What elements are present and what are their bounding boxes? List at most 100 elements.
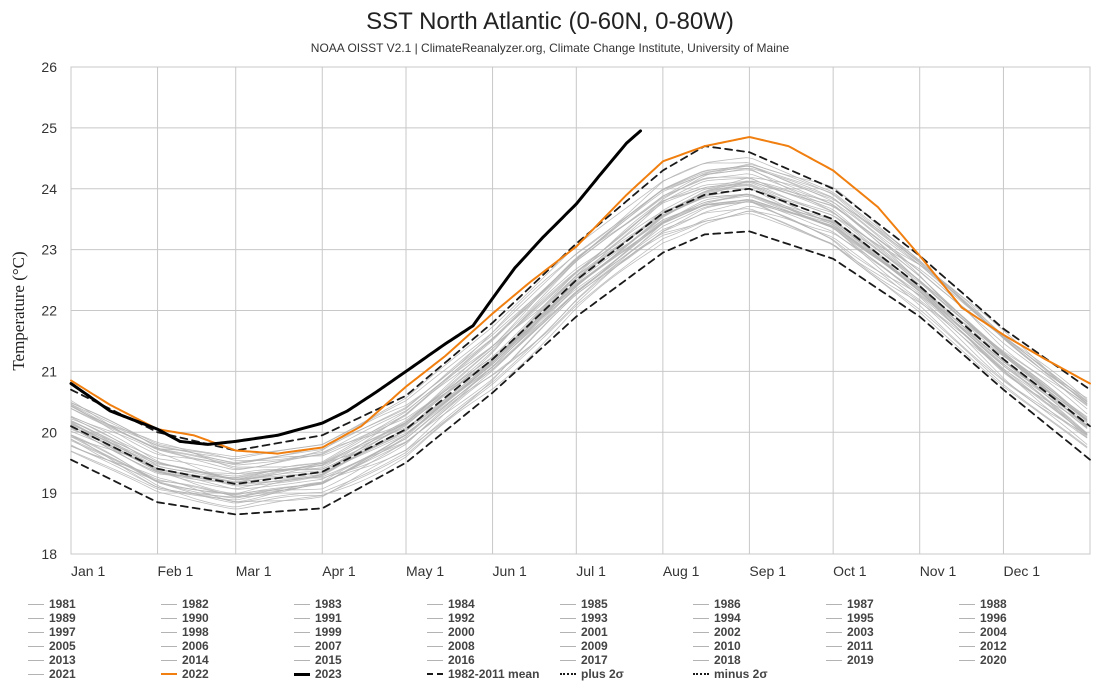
legend-item-2003: 2003 bbox=[826, 625, 874, 639]
legend-item-1984: 1984 bbox=[427, 597, 475, 611]
y-tick-label: 25 bbox=[41, 120, 57, 136]
legend-swatch bbox=[427, 631, 443, 633]
legend-label: 2018 bbox=[714, 653, 741, 667]
legend-item-2016: 2016 bbox=[427, 653, 475, 667]
legend-label: 2014 bbox=[182, 653, 209, 667]
year-line-2010 bbox=[70, 169, 1088, 480]
legend-swatch bbox=[693, 617, 709, 619]
legend-label: 2012 bbox=[980, 639, 1007, 653]
y-tick-label: 21 bbox=[41, 363, 57, 379]
legend-item-1989: 1989 bbox=[28, 611, 76, 625]
legend-swatch bbox=[161, 617, 177, 619]
legend-label: 1981 bbox=[49, 597, 76, 611]
legend-item-minus-2-: minus 2σ bbox=[693, 667, 768, 681]
year-line-2004 bbox=[70, 185, 1088, 483]
legend-label: 2002 bbox=[714, 625, 741, 639]
legend-item-1988: 1988 bbox=[959, 597, 1007, 611]
year-line-2018 bbox=[70, 164, 1088, 471]
legend-swatch bbox=[161, 603, 177, 605]
legend-swatch bbox=[560, 659, 576, 661]
series-line-2022 bbox=[70, 135, 1091, 455]
legend-swatch bbox=[560, 645, 576, 647]
legend-label: 2006 bbox=[182, 639, 209, 653]
axes: 18 19 20 21 22 23 24 25 26 Jan 1 Feb 1 Mar 1 Apr 1 Ma… bbox=[41, 59, 1040, 579]
series-line-minus-2- bbox=[70, 230, 1091, 516]
legend-swatch bbox=[693, 673, 709, 675]
legend-item-2008: 2008 bbox=[427, 639, 475, 653]
x-tick-label: Nov 1 bbox=[920, 563, 957, 579]
legend-swatch bbox=[427, 617, 443, 619]
year-line-2020 bbox=[70, 167, 1088, 464]
legend-item-2019: 2019 bbox=[826, 653, 874, 667]
legend-item-1987: 1987 bbox=[826, 597, 874, 611]
legend-swatch bbox=[693, 631, 709, 633]
legend-label: 1991 bbox=[315, 611, 342, 625]
year-line-2001 bbox=[70, 187, 1088, 475]
legend-label: 1999 bbox=[315, 625, 342, 639]
legend-swatch bbox=[959, 631, 975, 633]
x-tick-label: Mar 1 bbox=[236, 563, 272, 579]
year-line-1993 bbox=[70, 205, 1088, 494]
legend-swatch bbox=[693, 645, 709, 647]
legend-item-1982-2011-mean: 1982-2011 mean bbox=[427, 667, 539, 681]
legend-item-2014: 2014 bbox=[161, 653, 209, 667]
x-tick-label: Jan 1 bbox=[71, 563, 105, 579]
legend-swatch bbox=[560, 617, 576, 619]
legend-label: 2019 bbox=[847, 653, 874, 667]
legend-swatch bbox=[294, 659, 310, 661]
legend-item-2022: 2022 bbox=[161, 667, 209, 681]
legend-item-2005: 2005 bbox=[28, 639, 76, 653]
legend-item-1993: 1993 bbox=[560, 611, 608, 625]
legend-swatch bbox=[28, 631, 44, 633]
legend-label: minus 2σ bbox=[714, 667, 768, 681]
y-tick-label: 20 bbox=[41, 424, 57, 440]
x-tick-label: Sep 1 bbox=[749, 563, 786, 579]
legend-label: 1987 bbox=[847, 597, 874, 611]
legend-item-plus-2-: plus 2σ bbox=[560, 667, 624, 681]
legend-label: 1984 bbox=[448, 597, 475, 611]
legend-label: 2015 bbox=[315, 653, 342, 667]
legend-item-2011: 2011 bbox=[826, 639, 873, 653]
legend-swatch bbox=[294, 617, 310, 619]
legend-item-2015: 2015 bbox=[294, 653, 342, 667]
legend-item-2002: 2002 bbox=[693, 625, 741, 639]
x-tick-label: Apr 1 bbox=[322, 563, 356, 579]
legend-item-2006: 2006 bbox=[161, 639, 209, 653]
legend-swatch bbox=[28, 645, 44, 647]
year-line-2002 bbox=[70, 193, 1088, 487]
legend-swatch bbox=[693, 659, 709, 661]
legend-swatch bbox=[28, 673, 44, 675]
year-line-2006 bbox=[70, 180, 1088, 480]
grid-lines bbox=[70, 66, 1091, 555]
legend-label: 1996 bbox=[980, 611, 1007, 625]
y-axis-label: Temperature (°C) bbox=[9, 251, 28, 370]
legend-item-2001: 2001 bbox=[560, 625, 608, 639]
legend-item-1997: 1997 bbox=[28, 625, 76, 639]
legend-label: 1983 bbox=[315, 597, 342, 611]
highlight-series bbox=[69, 129, 1091, 516]
legend-item-1981: 1981 bbox=[28, 597, 76, 611]
legend-item-1990: 1990 bbox=[161, 611, 209, 625]
legend-item-2020: 2020 bbox=[959, 653, 1007, 667]
legend-swatch bbox=[560, 673, 576, 675]
year-line-1995 bbox=[70, 184, 1088, 496]
year-line-1991 bbox=[70, 194, 1088, 490]
year-line-1987 bbox=[70, 188, 1088, 499]
legend-swatch bbox=[826, 631, 842, 633]
legend-swatch bbox=[294, 603, 310, 605]
legend-swatch bbox=[161, 673, 177, 675]
year-line-1981 bbox=[70, 210, 1088, 503]
legend-swatch bbox=[294, 672, 310, 676]
legend-label: 1985 bbox=[581, 597, 608, 611]
legend-item-2007: 2007 bbox=[294, 639, 342, 653]
year-line-2000 bbox=[70, 194, 1088, 479]
chart-title: SST North Atlantic (0-60N, 0-80W) bbox=[366, 8, 734, 35]
legend-item-1985: 1985 bbox=[560, 597, 608, 611]
year-line-1990 bbox=[70, 195, 1088, 483]
year-line-2012 bbox=[70, 165, 1088, 466]
legend-swatch bbox=[28, 659, 44, 661]
legend-item-1999: 1999 bbox=[294, 625, 342, 639]
x-tick-label: May 1 bbox=[406, 563, 444, 579]
year-line-1986 bbox=[70, 208, 1088, 501]
x-tick-label: Dec 1 bbox=[1003, 563, 1040, 579]
